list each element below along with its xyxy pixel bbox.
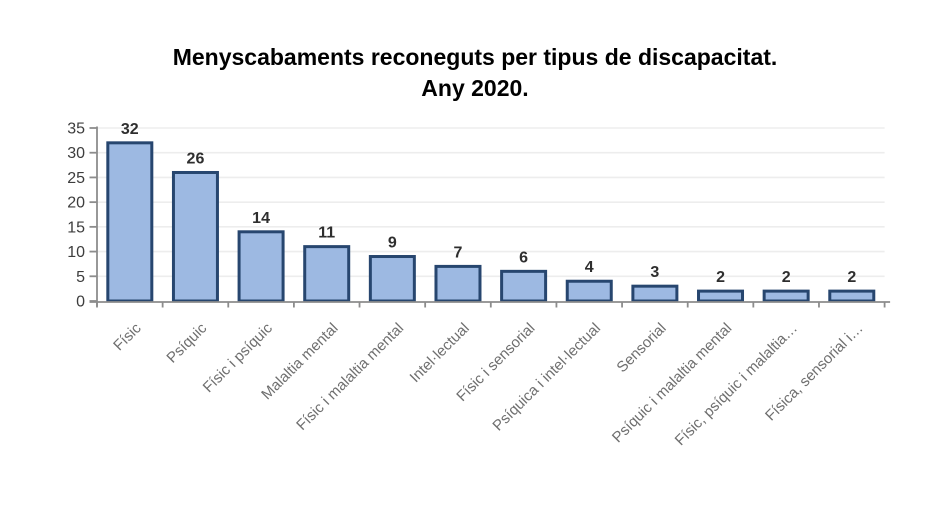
bar — [171, 170, 219, 303]
y-axis-tick-label: 5 — [76, 269, 85, 286]
bar-value-label: 4 — [585, 259, 594, 276]
bar — [697, 289, 745, 303]
bar — [631, 284, 679, 303]
bar-value-label: 6 — [519, 249, 528, 266]
bar — [237, 230, 285, 303]
x-axis-category-label: Intel·lectual — [407, 320, 473, 386]
chart-title: Menyscabaments reconeguts per tipus de d… — [0, 42, 950, 104]
bar — [565, 279, 613, 303]
y-axis-tick-label: 35 — [67, 121, 85, 138]
bar — [106, 141, 154, 303]
y-axis-tick-label: 20 — [67, 195, 85, 212]
bar — [303, 245, 351, 303]
x-axis-category-label: Psíquica i intel·lectual — [489, 320, 604, 435]
y-axis-tick-label: 25 — [67, 170, 85, 187]
bar-value-label: 2 — [716, 269, 725, 286]
y-axis-tick-label: 10 — [67, 244, 85, 261]
bar-value-label: 3 — [650, 264, 659, 281]
chart-title-line-1: Menyscabaments reconeguts per tipus de d… — [172, 44, 778, 70]
bar-value-label: 26 — [187, 150, 205, 167]
x-axis-category-label: Físic — [110, 319, 145, 354]
bar-value-label: 9 — [388, 235, 397, 252]
x-axis-category-label: Psíquic — [163, 319, 210, 366]
bar — [828, 289, 876, 303]
y-axis-tick-label: 15 — [67, 219, 85, 236]
y-axis-tick-label: 0 — [76, 294, 85, 311]
bar — [368, 255, 416, 303]
bar-value-label: 2 — [782, 269, 791, 286]
x-axis-category-label: Físic i malaltia mental — [293, 320, 407, 434]
bar-value-label: 7 — [454, 244, 463, 261]
x-axis-category-label: Sensorial — [613, 320, 669, 376]
bar — [434, 264, 482, 303]
bar — [762, 289, 810, 303]
bar-value-label: 32 — [121, 121, 139, 138]
bar-value-label: 2 — [847, 269, 856, 286]
chart-title-line-2: Any 2020. — [421, 75, 529, 101]
bar — [500, 269, 548, 303]
x-axis-category-label: Psíquic i malaltia mental — [609, 320, 735, 446]
y-axis-tick-label: 30 — [67, 145, 85, 162]
bar-value-label: 11 — [318, 225, 335, 242]
bar-value-label: 14 — [252, 210, 270, 227]
x-axis-category-label: Físic, psíquic i malaltia… — [672, 320, 801, 449]
